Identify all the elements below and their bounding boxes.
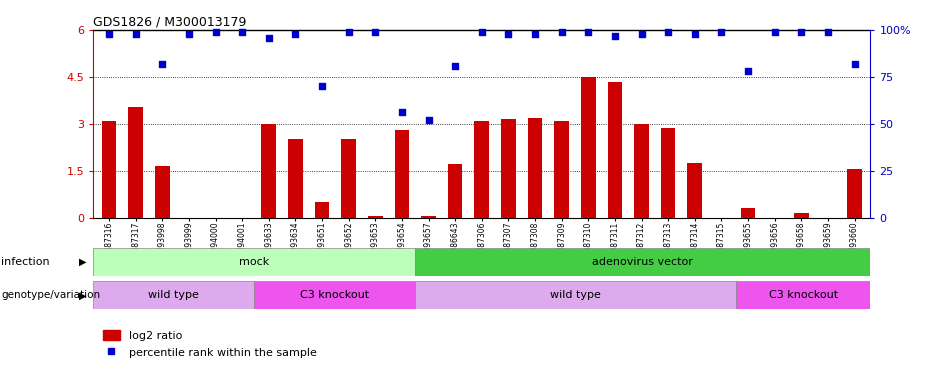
Bar bbox=[101, 121, 116, 218]
Bar bbox=[475, 121, 489, 218]
Bar bbox=[415, 281, 736, 309]
Bar bbox=[288, 140, 303, 218]
Point bbox=[767, 29, 782, 35]
Bar bbox=[554, 121, 569, 218]
Point bbox=[101, 31, 116, 37]
Point bbox=[448, 63, 463, 69]
Bar bbox=[262, 124, 277, 218]
Text: genotype/variation: genotype/variation bbox=[1, 290, 100, 300]
Text: ▶: ▶ bbox=[79, 290, 87, 300]
Text: GDS1826 / M300013179: GDS1826 / M300013179 bbox=[93, 16, 247, 29]
Bar bbox=[528, 117, 543, 218]
Point bbox=[528, 31, 543, 37]
Bar bbox=[448, 164, 463, 218]
Point bbox=[315, 83, 330, 89]
Bar bbox=[421, 216, 436, 217]
Bar bbox=[661, 128, 676, 217]
Text: wild type: wild type bbox=[550, 290, 601, 300]
Bar bbox=[687, 163, 702, 218]
Point bbox=[182, 31, 196, 37]
Point bbox=[687, 31, 702, 37]
Text: mock: mock bbox=[239, 256, 269, 267]
Text: wild type: wild type bbox=[148, 290, 199, 300]
Point bbox=[740, 68, 755, 74]
Point bbox=[820, 29, 835, 35]
Point bbox=[714, 29, 729, 35]
Point bbox=[501, 31, 516, 37]
Point bbox=[661, 29, 676, 35]
Bar bbox=[128, 106, 143, 218]
Point bbox=[288, 31, 303, 37]
Point bbox=[607, 33, 622, 39]
Bar bbox=[736, 281, 870, 309]
Bar bbox=[254, 281, 415, 309]
Bar bbox=[634, 124, 649, 218]
Bar bbox=[581, 77, 596, 218]
Bar bbox=[794, 213, 809, 217]
Bar bbox=[608, 82, 622, 218]
Point bbox=[128, 31, 143, 37]
Point bbox=[554, 29, 569, 35]
Bar bbox=[368, 216, 383, 217]
Point bbox=[474, 29, 489, 35]
Point bbox=[395, 110, 410, 116]
Point bbox=[847, 61, 862, 67]
Point bbox=[368, 29, 383, 35]
Bar bbox=[93, 248, 415, 276]
Bar bbox=[415, 248, 870, 276]
Bar bbox=[741, 208, 755, 218]
Point bbox=[209, 29, 223, 35]
Point bbox=[581, 29, 596, 35]
Point bbox=[155, 61, 169, 67]
Text: C3 knockout: C3 knockout bbox=[300, 290, 369, 300]
Bar bbox=[315, 202, 330, 217]
Bar bbox=[501, 119, 516, 218]
Text: C3 knockout: C3 knockout bbox=[769, 290, 838, 300]
Bar bbox=[395, 130, 410, 218]
Point bbox=[235, 29, 250, 35]
Text: infection: infection bbox=[1, 256, 49, 267]
Point bbox=[342, 29, 357, 35]
Point bbox=[634, 31, 649, 37]
Text: ▶: ▶ bbox=[79, 256, 87, 267]
Bar bbox=[155, 166, 169, 218]
Point bbox=[262, 34, 277, 40]
Legend: log2 ratio, percentile rank within the sample: log2 ratio, percentile rank within the s… bbox=[99, 326, 321, 362]
Bar bbox=[93, 281, 254, 309]
Point bbox=[794, 29, 809, 35]
Point bbox=[421, 117, 436, 123]
Bar bbox=[342, 140, 356, 218]
Bar bbox=[847, 169, 862, 217]
Text: adenovirus vector: adenovirus vector bbox=[592, 256, 693, 267]
